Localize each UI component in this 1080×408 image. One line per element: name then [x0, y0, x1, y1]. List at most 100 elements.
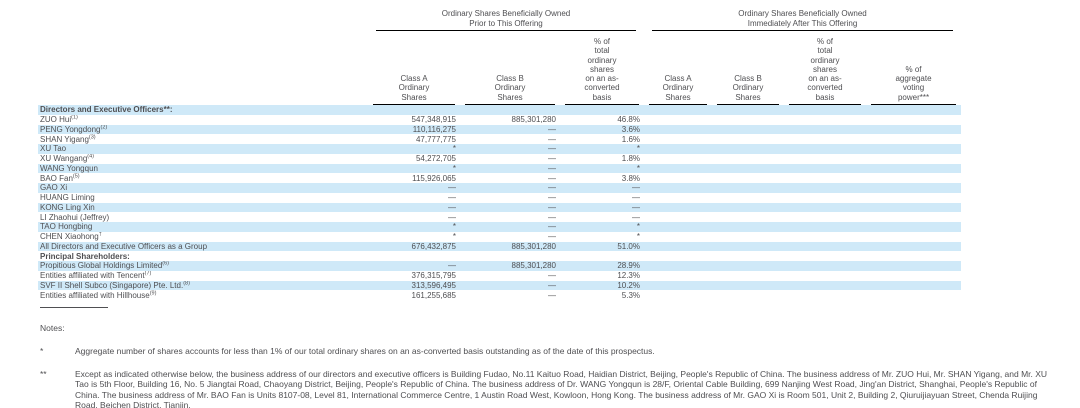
value-cell	[784, 232, 866, 242]
table-header: Ordinary Shares Beneficially Owned Prior…	[38, 9, 961, 106]
value-cell	[866, 173, 961, 183]
value-cell: —	[548, 290, 556, 300]
value-cell	[644, 183, 712, 193]
row-label: Entities affiliated with Tencent(7)	[40, 270, 152, 281]
value-cell	[784, 144, 866, 154]
value-cell	[712, 271, 784, 281]
value-cell	[644, 212, 712, 222]
value-cell	[712, 144, 784, 154]
value-cell	[644, 251, 712, 261]
value-cell	[784, 154, 866, 164]
value-cell: 313,596,495	[411, 280, 457, 290]
value-cell	[784, 203, 866, 213]
row-label: XU Wangang(4)	[40, 153, 95, 164]
value-cell	[712, 242, 784, 252]
value-cell	[712, 164, 784, 174]
value-cell	[644, 144, 712, 154]
table-row: Propitious Global Holdings Limited(6) — 88…	[38, 261, 962, 271]
footnote-separator	[40, 307, 108, 309]
value-cell	[784, 251, 866, 261]
value-cell	[644, 232, 712, 242]
value-cell	[784, 193, 866, 203]
value-cell	[866, 222, 961, 232]
value-cell	[784, 105, 866, 115]
value-cell	[644, 203, 712, 213]
value-cell	[866, 125, 961, 135]
value-cell	[712, 183, 784, 193]
value-cell: —	[548, 183, 556, 193]
table-row: SVF II Shell Subco (Singapore) Pte. Ltd.…	[38, 280, 962, 291]
value-cell	[712, 232, 784, 242]
value-cell	[712, 105, 784, 115]
group-header-after-label: Ordinary Shares Beneficially Owned Immed…	[652, 9, 954, 31]
value-cell: 1.6%	[621, 134, 640, 144]
value-cell: 51.0%	[617, 241, 640, 251]
value-cell	[712, 173, 784, 183]
value-cell: —	[548, 271, 556, 281]
value-cell: —	[548, 154, 556, 164]
group-header-prior-label: Ordinary Shares Beneficially Owned Prior…	[376, 9, 636, 31]
value-cell	[784, 125, 866, 135]
value-cell	[644, 173, 712, 183]
value-cell	[368, 105, 460, 115]
value-cell	[644, 242, 712, 252]
value-cell: —	[632, 202, 640, 212]
value-cell	[866, 164, 961, 174]
table-row: BAO Fan(5) 115,926,065 — 3.8%	[38, 173, 961, 183]
value-cell	[644, 261, 712, 271]
value-cell	[866, 183, 961, 193]
footnote-reference: (2)	[100, 124, 108, 131]
table-row: CHEN Xiaohong† * — *	[38, 232, 961, 242]
value-cell	[866, 271, 961, 281]
value-cell	[866, 203, 961, 213]
group-header-spacer	[38, 9, 368, 31]
value-cell	[784, 242, 866, 252]
value-cell	[866, 212, 961, 222]
table-row: XU Wangang(4) 54,272,705 — 1.8%	[38, 154, 961, 164]
table-row: WANG Yongqun * — *	[38, 163, 962, 174]
value-cell: 3.6%	[621, 124, 640, 134]
value-cell: *	[636, 144, 640, 154]
value-cell: 3.8%	[621, 173, 640, 183]
value-cell	[866, 261, 961, 271]
group-header-row: Ordinary Shares Beneficially Owned Prior…	[38, 9, 961, 31]
value-cell	[784, 115, 866, 125]
table-row: GAO Xi — — —	[38, 183, 962, 193]
value-cell	[866, 242, 961, 252]
value-cell	[644, 134, 712, 144]
value-cell	[866, 193, 961, 203]
value-cell	[784, 183, 866, 193]
value-cell	[712, 203, 784, 213]
value-cell	[712, 261, 784, 271]
value-cell	[784, 281, 866, 291]
row-label: Entities affiliated with Hillhouse(9)	[40, 290, 157, 300]
value-cell: —	[548, 173, 556, 183]
note-marker: *	[40, 346, 44, 357]
row-label: Propitious Global Holdings Limited(6)	[40, 261, 170, 271]
value-cell: 885,301,280	[511, 241, 557, 251]
row-label: Directors and Executive Officers**:	[40, 105, 173, 115]
value-cell: —	[632, 193, 640, 203]
table-row: ZUO Hui(1) 547,348,915 885,301,280 46.8%	[38, 115, 961, 125]
value-cell	[560, 251, 644, 261]
value-cell	[784, 261, 866, 271]
column-header-classB-prior: Class B Ordinary Shares	[460, 31, 560, 106]
value-cell: —	[448, 261, 456, 271]
table-row: TAO Hongbing * — *	[38, 222, 962, 232]
value-cell: —	[548, 202, 556, 212]
note-marker: **	[40, 369, 47, 380]
note-item: * Aggregate number of shares accounts fo…	[40, 346, 1048, 356]
footnote-reference: (8)	[183, 280, 190, 287]
value-cell	[866, 232, 961, 242]
table-row: Entities affiliated with Hillhouse(9) 161…	[38, 290, 961, 300]
row-label: XU Tao	[40, 144, 67, 154]
column-header-percent-after: % of total ordinary shares on an as- con…	[784, 31, 866, 106]
value-cell: *	[636, 163, 640, 173]
footnote-reference: †	[98, 231, 102, 238]
footnote-reference: (3)	[88, 134, 96, 141]
value-cell	[784, 134, 866, 144]
column-header-classA-after: Class A Ordinary Shares	[644, 31, 712, 106]
value-cell	[866, 251, 961, 261]
table-row: LI Zhaohui (Jeffrey) — — —	[38, 212, 961, 222]
footnote-reference: (5)	[72, 173, 80, 180]
